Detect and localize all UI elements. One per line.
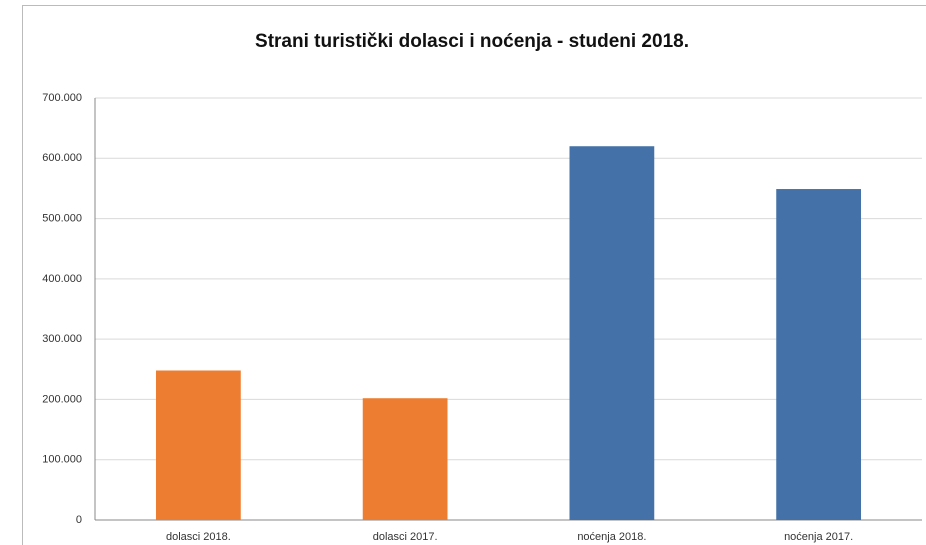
y-tick-label: 300.000 — [42, 333, 82, 345]
bar — [776, 189, 862, 520]
y-tick-label: 700.000 — [42, 92, 82, 104]
y-tick-label: 400.000 — [42, 273, 82, 285]
y-tick-label: 600.000 — [42, 152, 82, 164]
y-tick-label: 100.000 — [42, 454, 82, 466]
y-tick-label: 0 — [76, 514, 82, 526]
chart-title: Strani turistički dolasci i noćenja - st… — [255, 31, 689, 52]
bar — [362, 398, 448, 520]
y-tick-label: 500.000 — [42, 212, 82, 224]
x-tick-label: dolasci 2018. — [166, 531, 231, 543]
bar — [569, 146, 655, 520]
y-tick-label: 200.000 — [42, 393, 82, 405]
bar — [155, 370, 241, 520]
x-tick-label: dolasci 2017. — [373, 531, 438, 543]
chart-frame — [22, 5, 926, 545]
x-tick-label: noćenja 2018. — [577, 531, 646, 543]
x-tick-label: noćenja 2017. — [784, 531, 853, 543]
